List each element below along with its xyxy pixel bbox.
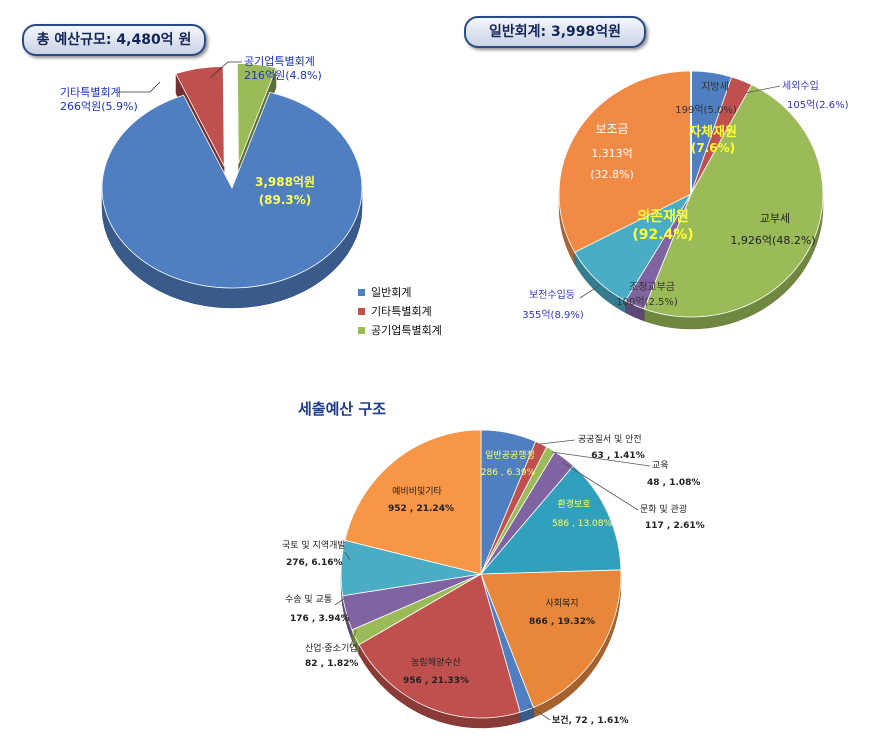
chart2-slice-3 — [643, 84, 824, 318]
chart3-leader-land — [344, 551, 351, 561]
chart3-leader-culture — [561, 461, 639, 511]
chart3-label-order-val: 63 , 1.41% — [591, 451, 644, 461]
chart2-label-reserve-val: 355억(8.9%) — [522, 309, 584, 321]
chart3-label-order: 공공질서 및 안전 — [578, 433, 642, 445]
chart3-label-land: 국토 및 지역개발 — [282, 539, 346, 551]
legend-label: 공기업특별회계 — [371, 324, 442, 337]
chart2-label-grant: 교부세 — [760, 212, 790, 225]
legend-item-public-enterprise: 공기업특별회계 — [358, 321, 442, 340]
chart3-slice-8 — [358, 573, 521, 719]
chart2-slice-6 — [558, 70, 692, 253]
chart1-leader-other — [118, 81, 161, 93]
legend-label: 기타특별회계 — [371, 305, 432, 318]
legend-item-general: 일반회계 — [358, 283, 442, 302]
chart3-leader-edu — [551, 451, 651, 467]
chart2-annotation-dep-pct: (92.4%) — [632, 227, 693, 243]
chart3-label-agri-val: 956 , 21.33% — [403, 676, 469, 686]
chart2-label-nontax-val: 105억(2.6%) — [787, 99, 849, 111]
legend-label: 일반회계 — [371, 286, 412, 299]
chart3-label-edu: 교육 — [652, 460, 669, 471]
chart3-label-env-val: 586 , 13.08% — [552, 519, 613, 529]
chart3-leader-health — [527, 704, 551, 721]
chart3-label-health: 보건, 72 , 1.61% — [552, 714, 629, 726]
chart2-leader-reserve — [579, 284, 601, 299]
chart1-label-general-pct: (89.3%) — [259, 193, 312, 207]
chart2-label-grant-val: 1,926억(48.2%) — [730, 234, 815, 247]
chart3-title: 세출예산 구조 — [298, 400, 387, 418]
chart3-label-culture-val: 117 , 2.61% — [645, 521, 705, 531]
chart2-annotation-own-pct: (7.6%) — [691, 141, 735, 155]
legend-swatch — [358, 308, 365, 315]
chart3-label-welfare: 사회복지 — [545, 598, 578, 609]
legend-swatch — [358, 327, 365, 334]
chart1-legend: 일반회계 기타특별회계 공기업특별회계 — [358, 283, 442, 340]
chart1-label-enterprise: 공기업특별회계 — [244, 55, 315, 68]
chart2-leader-nontax — [744, 85, 781, 94]
chart3-label-industry: 산업·중소기업 — [305, 643, 358, 654]
chart2-annotation-dep: 의존재원 — [637, 208, 689, 225]
chart3-label-welfare-val: 866 , 19.32% — [529, 617, 595, 627]
chart1-label-enterprise-pct: 216억원(4.8%) — [244, 69, 322, 82]
chart2-label-localtax: 지방세 — [701, 81, 729, 93]
chart3-label-land-val: 276, 6.16% — [286, 558, 343, 568]
chart3-label-transport-val: 176 , 3.94% — [290, 614, 350, 624]
chart3-leader-industry — [349, 629, 357, 649]
chart1-label-general: 3,988억원 — [255, 175, 315, 189]
chart2-label-nontax: 세외수입 — [782, 79, 819, 92]
chart2-label-localtax-val: 199억(5.0%) — [675, 104, 737, 116]
chart3-label-edu-val: 48 , 1.08% — [647, 478, 700, 488]
chart1-leader-enterprise — [209, 61, 242, 79]
chart3-slice-5 — [480, 465, 622, 575]
chart2-label-adjust: 조정교부금 — [629, 281, 675, 293]
chart2-annotation-own: 자체재원 — [689, 125, 737, 140]
legend-swatch — [358, 289, 365, 296]
chart1-title: 총 예산규모: 4,480억 원 — [36, 32, 192, 48]
chart3-label-agri: 농림해양수산 — [411, 656, 461, 668]
chart1-slice-3 — [236, 63, 277, 164]
chart2-label-subsidy-pct: (32.8%) — [590, 168, 634, 181]
chart2-title-badge: 일반회계: 3,998억원 — [464, 16, 646, 48]
chart3-label-transport: 수송 및 교통 — [285, 593, 332, 605]
chart3-slice-12 — [344, 429, 482, 575]
chart3-label-reserve-val: 952 , 21.24% — [388, 504, 454, 514]
chart3-label-culture: 문화 및 관광 — [640, 503, 687, 515]
chart1-label-other: 기타특별회계 — [60, 86, 121, 99]
chart3-label-reserve: 예비비및기타 — [392, 485, 442, 497]
chart3-leader-transport — [334, 597, 346, 606]
chart3-label-admin: 일반공공행정 — [485, 449, 535, 461]
chart3-slice-6 — [480, 569, 622, 709]
chart3-label-admin-val: 286 , 6.39% — [481, 468, 536, 478]
chart1-label-other-pct: 266억원(5.9%) — [60, 100, 138, 113]
chart1-title-badge: 총 예산규모: 4,480억 원 — [22, 24, 206, 56]
chart2-label-adjust-val: 100억(2.5%) — [616, 296, 678, 308]
chart3-label-env: 환경보호 — [557, 498, 590, 510]
chart2-label-subsidy-val: 1,313억 — [591, 147, 633, 160]
chart3-label-industry-val: 82 , 1.82% — [305, 659, 358, 669]
chart2-title: 일반회계: 3,998억원 — [488, 24, 622, 40]
chart2-label-reserve: 보전수입등 — [529, 288, 575, 301]
chart2-label-subsidy: 보조금 — [595, 122, 628, 136]
chart3-leader-order — [539, 439, 576, 445]
legend-item-other-special: 기타특별회계 — [358, 302, 442, 321]
chart1-slice-1 — [101, 91, 363, 289]
